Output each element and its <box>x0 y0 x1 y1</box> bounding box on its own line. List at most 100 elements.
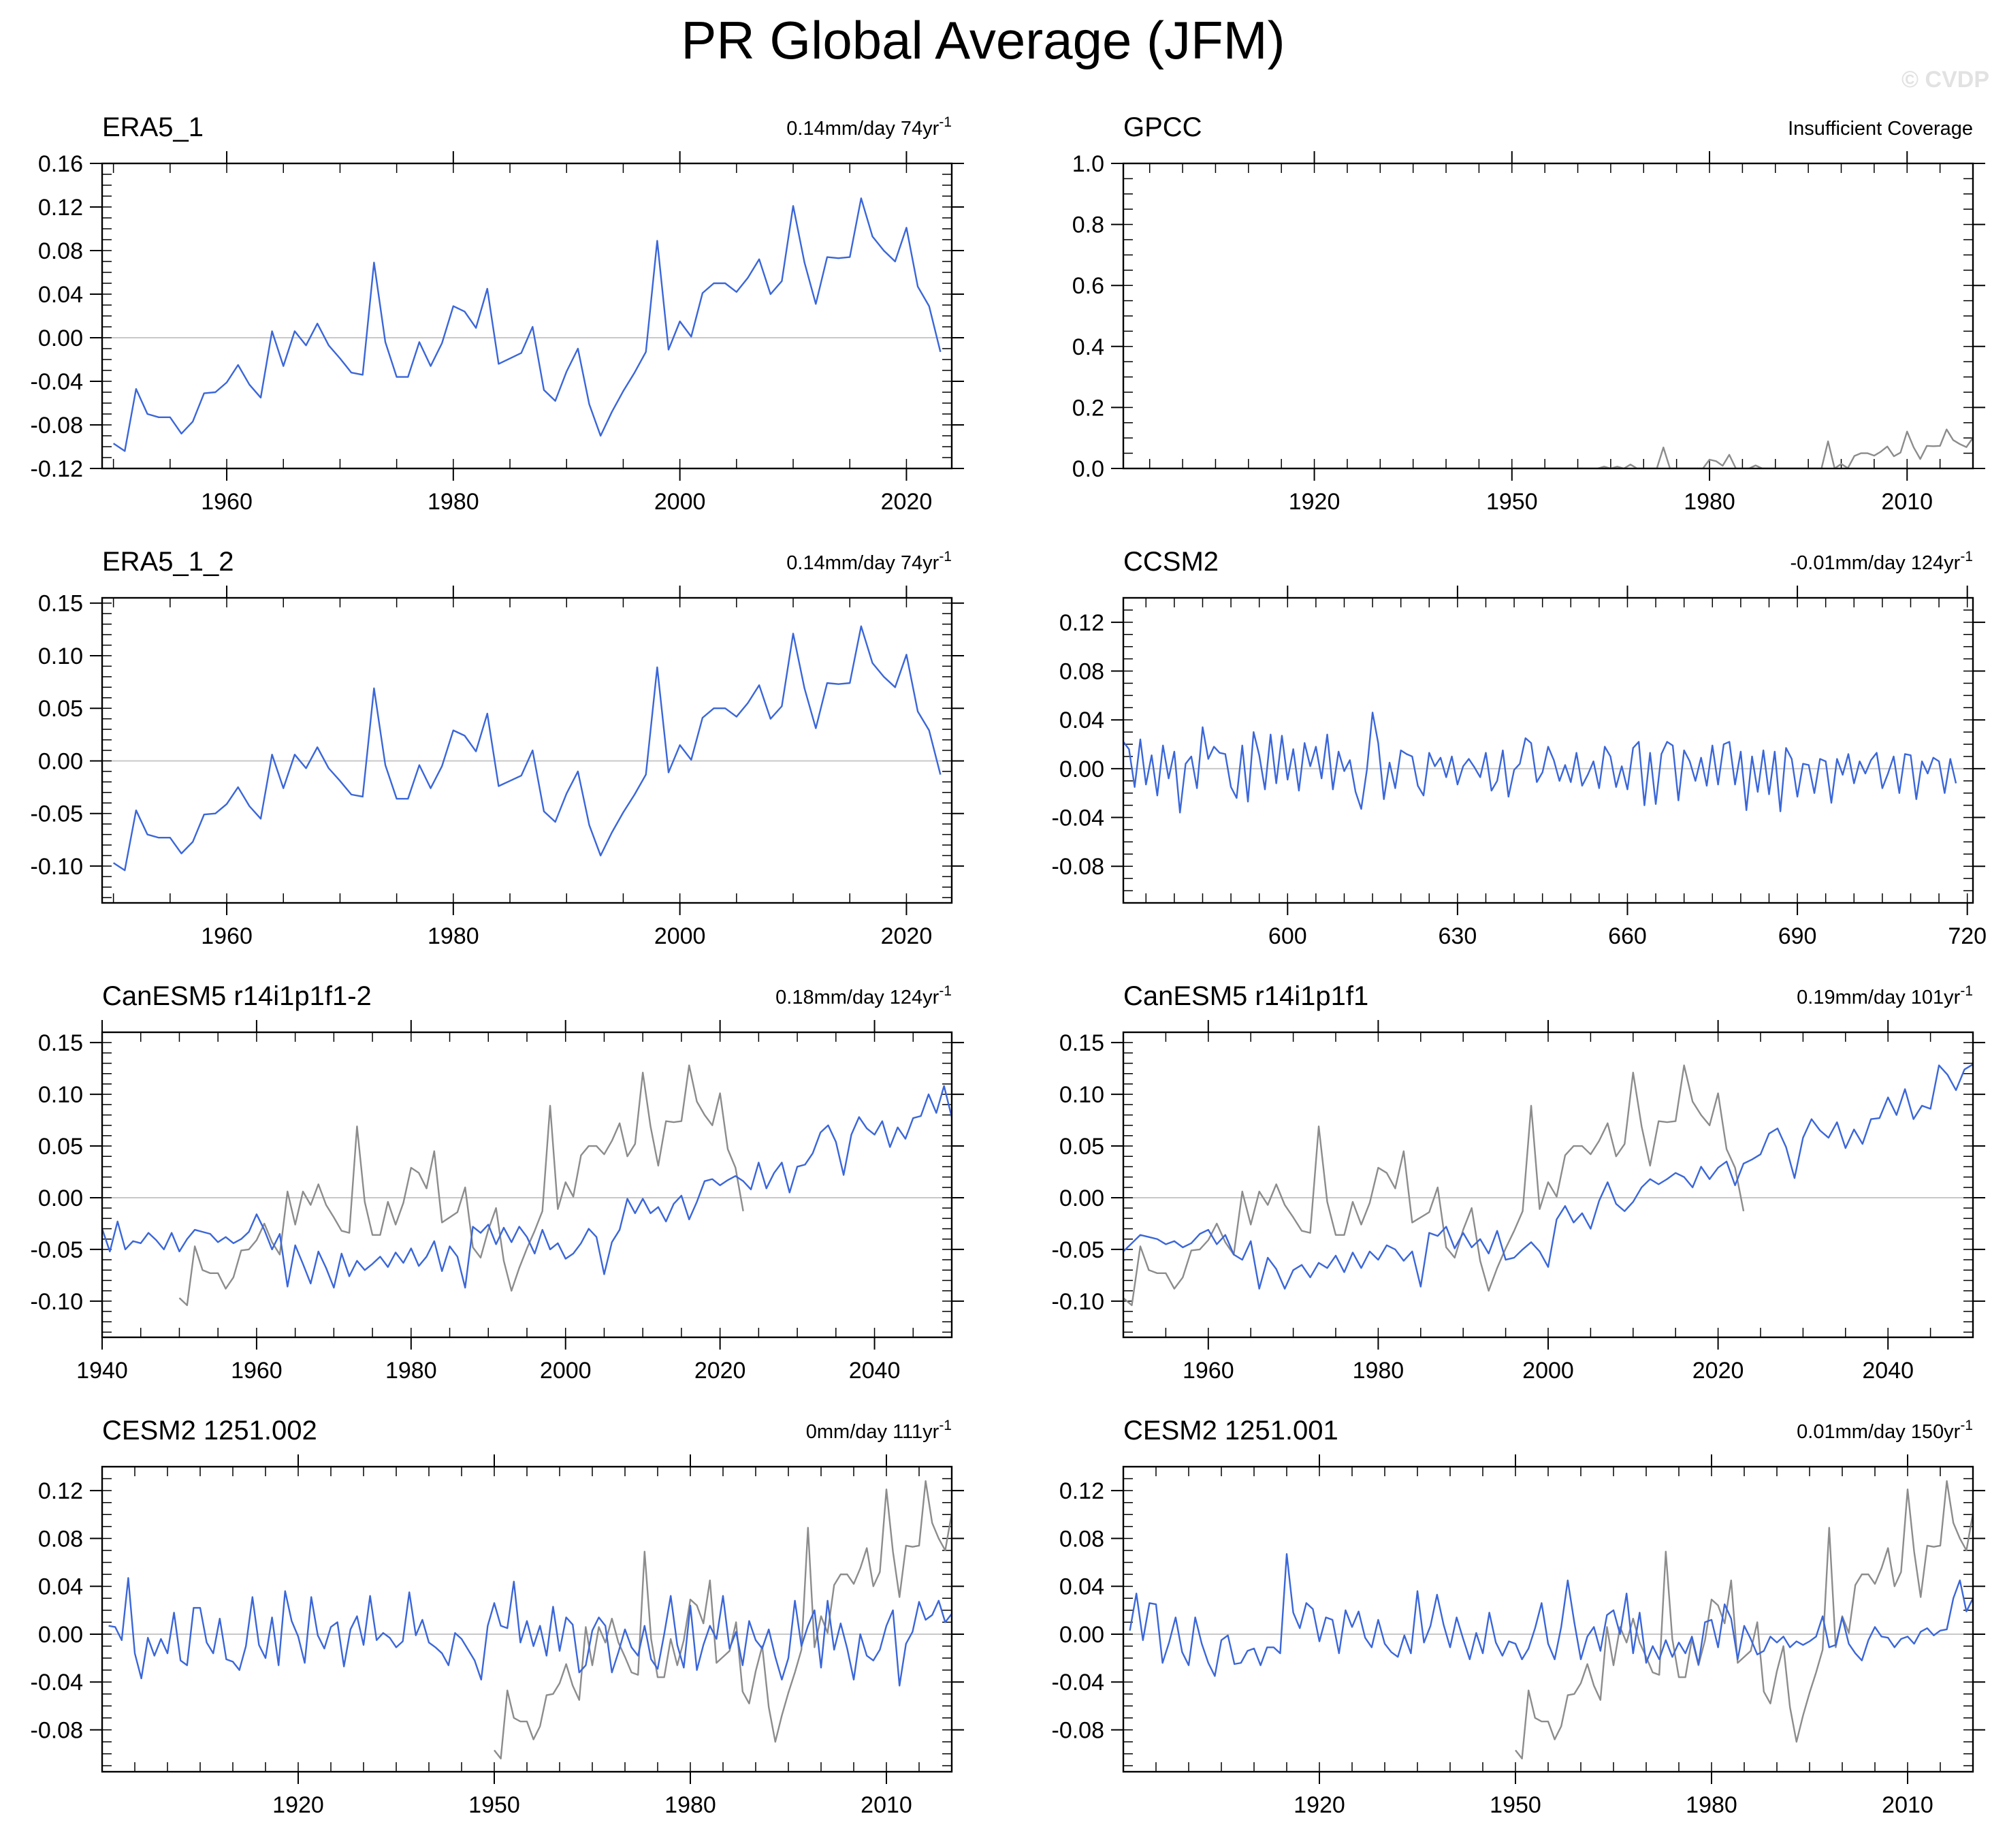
model-series-line <box>102 1085 952 1289</box>
trend-superscript: -1 <box>1960 1418 1973 1433</box>
x-tick-label: 1960 <box>1183 1358 1234 1384</box>
plot-frame <box>1122 596 1974 904</box>
plot-frame <box>101 1031 953 1339</box>
y-tick-label: 0.08 <box>1059 1526 1104 1552</box>
x-tick-label: 1940 <box>76 1358 128 1384</box>
model-series-line <box>108 1577 952 1687</box>
model-series-line <box>112 197 942 452</box>
x-tick-label: 2000 <box>654 923 706 949</box>
y-tick-label: -0.08 <box>1052 1718 1105 1744</box>
y-tick-label: 0.08 <box>38 238 83 264</box>
x-tick-label: 690 <box>1778 923 1817 949</box>
y-tick-label: 0.6 <box>1072 273 1104 299</box>
panel-4: -0.08 -0.04 0.00 0.04 0.08 0.12 600 630 660 690 72… <box>1052 547 1987 949</box>
reference-series-line <box>1123 1064 1745 1307</box>
x-tick-label: 1980 <box>428 489 479 515</box>
y-tick-label: 0.04 <box>38 1574 83 1600</box>
x-tick-label: 1960 <box>201 489 253 515</box>
x-tick-label: 2020 <box>694 1358 746 1384</box>
y-tick-label: 0.08 <box>1059 659 1104 685</box>
x-tick-label: 2000 <box>1522 1358 1574 1384</box>
y-tick-label: -0.08 <box>31 413 84 439</box>
x-tick-label: 1980 <box>1353 1358 1404 1384</box>
x-tick-label: 1920 <box>1294 1792 1345 1818</box>
reference-series-line <box>178 1064 744 1307</box>
x-tick-label: 1950 <box>468 1792 520 1818</box>
x-tick-label: 1920 <box>1289 489 1340 515</box>
y-tick-label: 0.10 <box>1059 1082 1104 1108</box>
plot-frame <box>1122 1031 1974 1339</box>
trend-superscript: -1 <box>939 114 952 130</box>
x-tick-label: 2010 <box>1882 1792 1933 1818</box>
plot-frame <box>101 1465 953 1773</box>
plot-frame <box>1122 162 1974 470</box>
x-tick-label: 1960 <box>231 1358 283 1384</box>
panel-title: ERA5_1_2 <box>102 547 234 577</box>
trend-superscript: -1 <box>939 1418 952 1433</box>
trend-superscript: -1 <box>939 549 952 564</box>
trend-superscript: -1 <box>1960 549 1973 564</box>
y-tick-label: 0.00 <box>38 748 83 774</box>
y-tick-label: 0.00 <box>38 325 83 351</box>
trend-superscript: -1 <box>939 983 952 999</box>
trend-annotation: -0.01mm/day 124yr-1 <box>1790 549 1973 574</box>
y-tick-label: 0.00 <box>38 1622 83 1648</box>
x-tick-label: 2020 <box>881 923 933 949</box>
y-tick-label: 0.10 <box>38 643 83 669</box>
trend-annotation: 0.01mm/day 150yr-1 <box>1797 1418 1973 1443</box>
y-tick-label: 0.4 <box>1072 334 1104 360</box>
x-tick-label: 2000 <box>654 489 706 515</box>
x-tick-label: 720 <box>1948 923 1987 949</box>
y-tick-label: 0.04 <box>1059 1574 1104 1600</box>
panel-3: -0.10 -0.05 0.00 0.05 0.10 0.15 1960 1980 2000 20… <box>31 547 964 949</box>
y-tick-label: 0.12 <box>1059 1478 1104 1504</box>
x-tick-label: 2010 <box>861 1792 912 1818</box>
model-series-line <box>1129 1553 1973 1677</box>
x-tick-label: 1980 <box>428 923 479 949</box>
cvdp-watermark: © CVDP <box>1901 67 1989 93</box>
panel-title: CESM2 1251.002 <box>102 1416 317 1446</box>
y-tick-label: -0.05 <box>1052 1237 1105 1263</box>
x-tick-label: 2010 <box>1881 489 1933 515</box>
x-tick-label: 600 <box>1268 923 1307 949</box>
y-tick-label: 0.10 <box>38 1082 83 1108</box>
model-series-line <box>1123 1063 1973 1290</box>
panel-title: CESM2 1251.001 <box>1123 1416 1338 1446</box>
x-tick-label: 660 <box>1608 923 1647 949</box>
panel-8: -0.08 -0.04 0.00 0.04 0.08 0.12 1920 1950 1980 20… <box>1052 1416 1985 1818</box>
y-tick-label: 0.00 <box>1059 1185 1104 1211</box>
trend-annotation: 0.14mm/day 74yr-1 <box>786 114 952 140</box>
y-tick-label: 0.16 <box>38 151 83 177</box>
x-tick-label: 2040 <box>1862 1358 1914 1384</box>
y-tick-label: -0.04 <box>1052 1670 1105 1695</box>
y-tick-label: 0.04 <box>1059 707 1104 733</box>
y-tick-label: -0.04 <box>1052 806 1105 831</box>
y-tick-label: 0.05 <box>1059 1134 1104 1160</box>
trend-annotation: 0mm/day 111yr-1 <box>806 1418 952 1443</box>
x-tick-label: 2020 <box>1692 1358 1744 1384</box>
y-tick-label: -0.08 <box>1052 854 1105 880</box>
y-tick-label: 0.00 <box>1059 1622 1104 1648</box>
panel-title: CanESM5 r14i1p1f1 <box>1123 981 1368 1011</box>
y-tick-label: 0.00 <box>1059 756 1104 782</box>
y-tick-label: -0.04 <box>31 369 84 395</box>
x-tick-label: 1950 <box>1486 489 1538 515</box>
reference-series-line <box>494 1480 952 1759</box>
y-tick-label: 0.05 <box>38 1134 83 1160</box>
model-series-line <box>1123 712 1957 814</box>
panel-title: CanESM5 r14i1p1f1-2 <box>102 981 372 1011</box>
y-tick-label: 0.05 <box>38 696 83 722</box>
reference-series-line <box>1515 1480 1973 1759</box>
trend-annotation: 0.19mm/day 101yr-1 <box>1797 983 1973 1008</box>
panels: -0.12 -0.08 -0.04 0.00 0.04 0.08 0.12 0.16 1960 1… <box>31 112 1987 1818</box>
panel-title: CCSM2 <box>1123 547 1219 577</box>
y-tick-label: 0.15 <box>38 591 83 617</box>
y-tick-label: 0.8 <box>1072 212 1104 238</box>
y-tick-label: 1.0 <box>1072 151 1104 177</box>
y-tick-label: 0.12 <box>1059 610 1104 636</box>
y-tick-label: 0.15 <box>1059 1030 1104 1056</box>
x-tick-label: 630 <box>1439 923 1477 949</box>
panel-title: GPCC <box>1123 112 1202 142</box>
plot-frame <box>101 162 953 470</box>
